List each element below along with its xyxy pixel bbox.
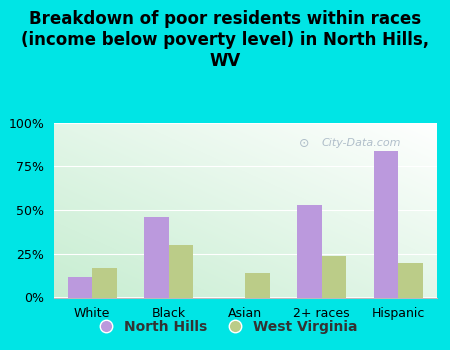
Bar [169,245,193,298]
Legend: North Hills, West Virginia: North Hills, West Virginia [87,314,363,340]
Bar [68,276,92,298]
Bar [398,262,423,298]
Bar [144,217,169,298]
Bar [322,256,346,298]
Bar [374,150,398,298]
Bar [92,268,117,298]
Text: ⊙: ⊙ [299,137,309,150]
Bar [245,273,270,298]
Text: Breakdown of poor residents within races
(income below poverty level) in North H: Breakdown of poor residents within races… [21,10,429,70]
Bar [297,205,322,298]
Text: City-Data.com: City-Data.com [322,139,401,148]
